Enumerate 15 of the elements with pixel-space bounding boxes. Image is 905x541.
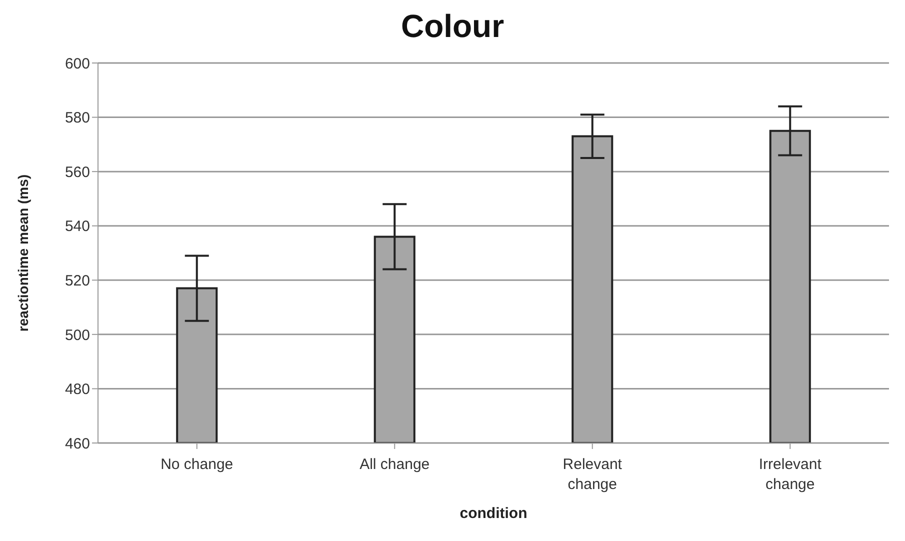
chart-title: Colour bbox=[400, 8, 506, 45]
x-tick-label: Relevant change bbox=[562, 456, 623, 493]
x-tick-label: All change bbox=[360, 456, 430, 473]
y-tick-label: 480 bbox=[64, 381, 90, 398]
y-tick-label: 600 bbox=[64, 55, 90, 72]
x-tick-label: No change bbox=[160, 456, 234, 473]
y-tick-label: 500 bbox=[64, 326, 90, 344]
y-tick-label: 540 bbox=[64, 218, 90, 236]
y-axis-title: reactiontime mean (ms) bbox=[14, 174, 31, 332]
x-axis-title: condition bbox=[460, 505, 528, 522]
x-tick-label: Irrelevant change bbox=[758, 456, 822, 493]
y-tick-label: 520 bbox=[64, 272, 90, 290]
y-tick-label: 560 bbox=[64, 164, 90, 181]
y-tick-label: 460 bbox=[64, 435, 90, 452]
y-tick-label: 580 bbox=[64, 110, 90, 127]
